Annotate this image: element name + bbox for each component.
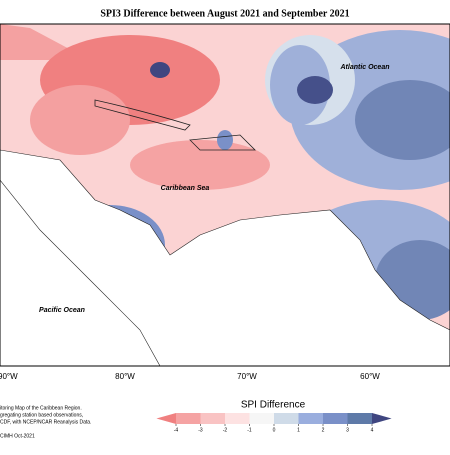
colorbar-tick-label: -2	[223, 427, 228, 433]
colorbar-tick-label: -4	[174, 427, 179, 433]
ocean-label: Atlantic Ocean	[339, 64, 389, 71]
colorbar-tick-label: 3	[346, 427, 349, 433]
longitude-label: 70°W	[237, 372, 257, 381]
legend-title: SPI Difference	[241, 400, 306, 411]
colorbar-tick-label: 0	[273, 427, 276, 433]
colorbar-tick-label: 4	[371, 427, 374, 433]
legend: -4 -3 -2 -1 0 1 2 3 4	[156, 413, 392, 433]
longitude-label: 90°W	[0, 372, 18, 381]
colorbar-segment	[176, 413, 201, 424]
footnote: itoring Map of the Caribbean Region.	[0, 405, 82, 411]
longitude-label: 60°W	[360, 372, 380, 381]
colorbar-tick-label: -1	[247, 427, 252, 433]
colorbar-segment	[225, 413, 250, 424]
map	[0, 24, 450, 366]
longitude-label: 80°W	[115, 372, 135, 381]
colorbar-tick-label: 2	[322, 427, 325, 433]
colorbar-segment	[347, 413, 373, 424]
colorbar-segment	[323, 413, 348, 424]
colorbar-tick-label: 1	[297, 427, 300, 433]
colorbar-segment	[298, 413, 324, 424]
colorbar-extend	[372, 413, 392, 424]
colorbar-segment	[249, 413, 275, 424]
colorbar-segment	[274, 413, 299, 424]
ocean-label: Pacific Ocean	[39, 307, 85, 314]
map-title: SPI3 Difference between August 2021 and …	[100, 8, 349, 19]
colorbar-extend	[156, 413, 176, 424]
colorbar-tick-label: -3	[198, 427, 203, 433]
credit: CIMH Oct-2021	[0, 433, 35, 439]
colorbar-segment	[200, 413, 226, 424]
sea-label: Caribbean Sea	[161, 185, 210, 192]
footnote: gregating station based observations,	[0, 412, 83, 418]
footnote: CDF, with NCEP/NCAR Reanalysis Data.	[0, 419, 91, 425]
